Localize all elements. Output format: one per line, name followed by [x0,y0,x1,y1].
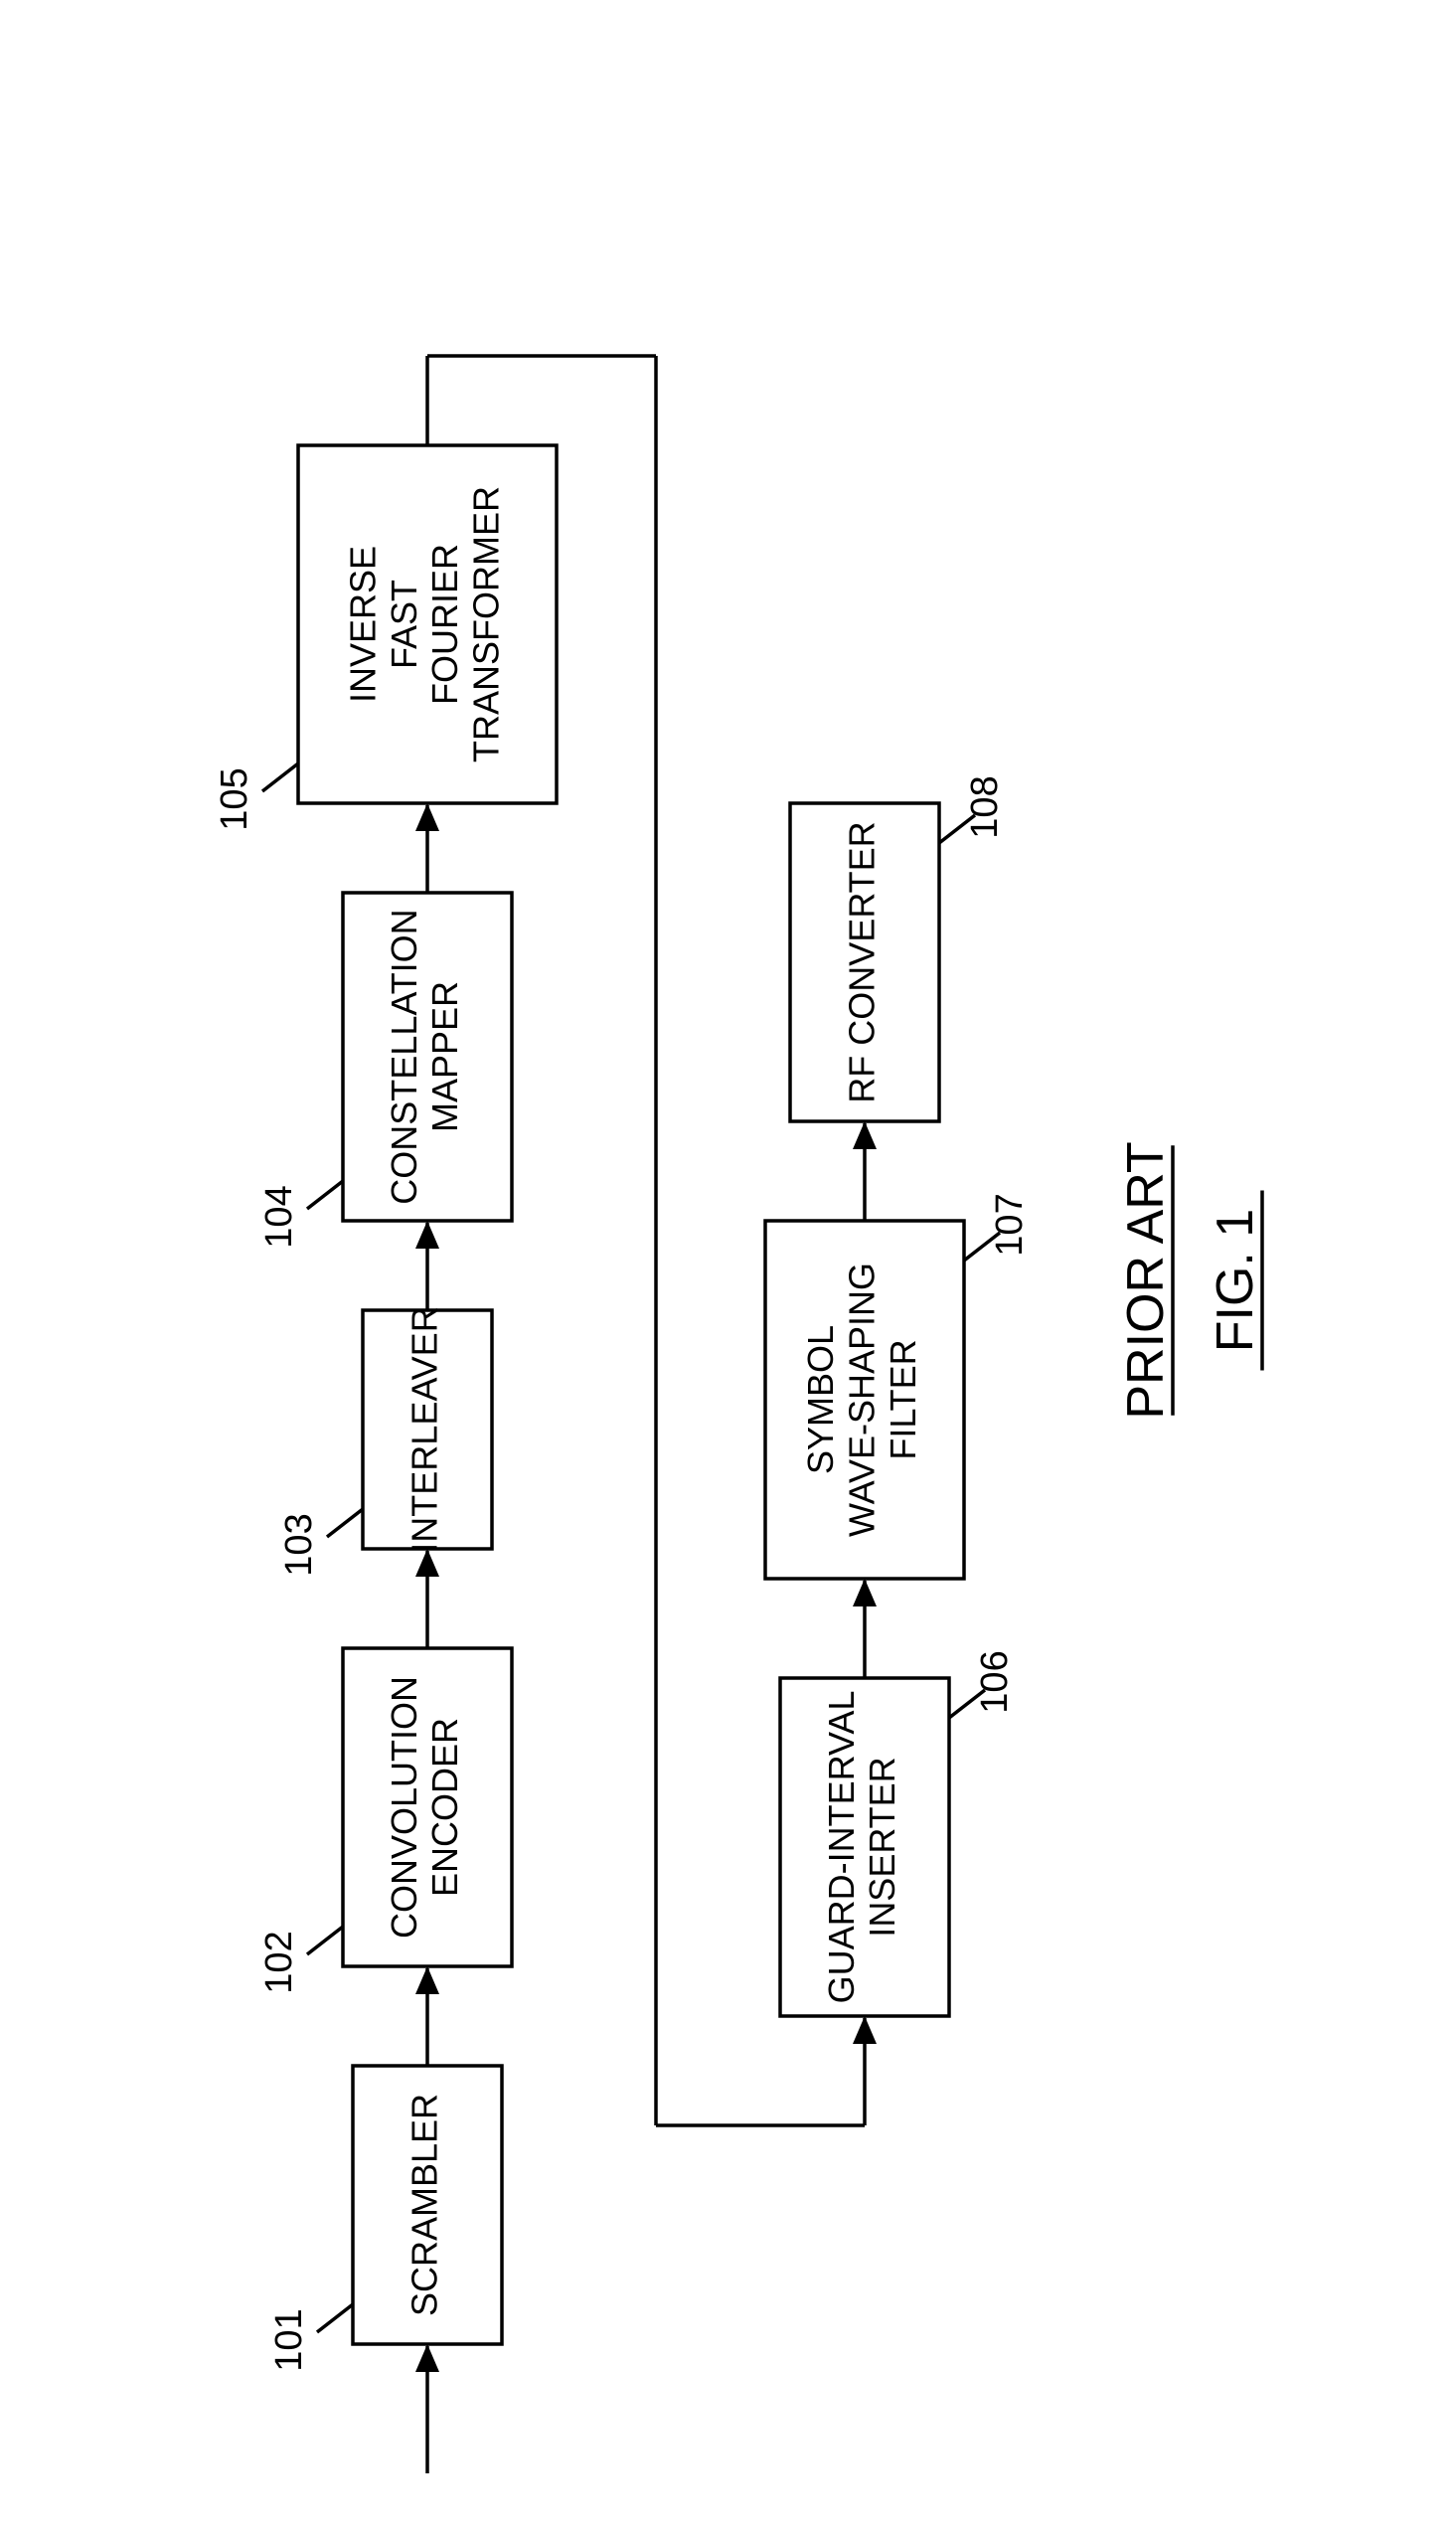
block-104-label: MAPPER [424,981,465,1132]
ref-102: 102 [258,1931,300,1993]
block-106-label: GUARD-INTERVAL [821,1691,862,2004]
ref-108: 108 [964,775,1006,838]
block-105-label: TRANSFORMER [466,486,507,762]
block-105-label: FAST [384,580,424,669]
block-104-label: CONSTELLATION [384,909,424,1204]
ref-103: 103 [278,1513,320,1576]
caption-prior-art: PRIOR ART [1117,1141,1175,1419]
block-101-label: SCRAMBLER [404,2094,445,2316]
block-107-label: FILTER [883,1339,923,1459]
block-106-label: INSERTER [862,1757,902,1937]
caption-fig-number: FIG. 1 [1207,1209,1264,1352]
block-107-label: WAVE-SHAPING [842,1263,883,1537]
ref-101: 101 [268,2308,310,2371]
block-108-label: RF CONVERTER [842,821,883,1102]
ref-106: 106 [974,1650,1016,1713]
block-103-label: INTERLEAVER [404,1306,445,1552]
ref-104: 104 [258,1185,300,1248]
block-105-label: FOURIER [424,544,465,705]
ref-107: 107 [989,1193,1031,1256]
block-105-label: INVERSE [342,546,383,703]
block-107-label: SYMBOL [800,1325,841,1474]
block-102-label: CONVOLUTION [384,1676,424,1939]
block-102-label: ENCODER [424,1718,465,1897]
ref-105: 105 [214,767,255,830]
